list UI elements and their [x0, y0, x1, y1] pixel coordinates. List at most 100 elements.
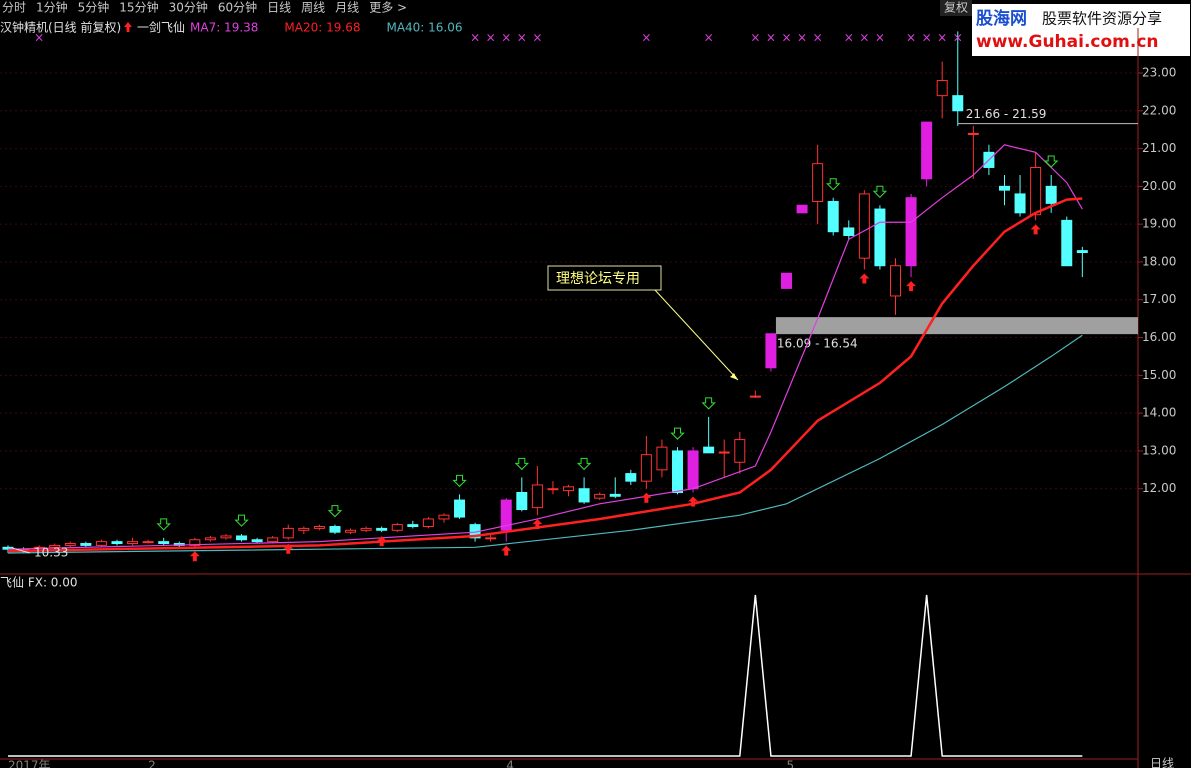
candle-body	[1045, 185, 1057, 204]
zone-label: 16.09 - 16.54	[777, 337, 858, 351]
candle-body	[843, 227, 855, 236]
toolbar: 分时 1分钟 5分钟 15分钟 30分钟 60分钟 日线 周线 月线 更多 >	[2, 0, 407, 15]
candle-body	[500, 499, 512, 531]
x-tick-label: 5	[787, 759, 795, 768]
candle-body	[267, 537, 279, 543]
down-signal	[452, 474, 467, 488]
candle-body	[749, 395, 761, 398]
top-mark: ×	[34, 31, 44, 45]
down-signal	[670, 427, 685, 440]
stock-name: 汉钟精机(日线 前复权)	[0, 20, 121, 35]
callout-box	[547, 265, 662, 291]
callout-arrow	[654, 289, 739, 381]
candle-body	[1014, 193, 1026, 214]
candle-body	[251, 539, 263, 543]
candle-body	[1030, 166, 1042, 216]
up-signal	[283, 543, 294, 554]
candle-body	[142, 541, 154, 544]
toolbar-tab[interactable]: 15分钟	[119, 0, 158, 15]
ma-legend: MA20: 19.68	[284, 21, 360, 35]
candle-body	[967, 132, 979, 135]
y-tick-label: 13.00	[1142, 443, 1176, 457]
down-signal	[514, 457, 530, 471]
candle-body	[827, 200, 839, 233]
candle-body	[64, 543, 76, 546]
candle-body	[921, 121, 933, 180]
candle-body	[656, 446, 668, 471]
candle-body	[49, 544, 61, 548]
toolbar-tab[interactable]: 日线	[267, 1, 291, 15]
up-signal	[501, 545, 512, 556]
fuquan-label: 复权	[944, 1, 968, 15]
price-zone	[775, 317, 1138, 335]
up-signal	[906, 281, 917, 292]
down-signal	[701, 397, 716, 410]
top-mark: ×	[859, 31, 869, 45]
candle-body	[454, 499, 466, 518]
candle-body	[127, 541, 139, 545]
candle-body	[282, 527, 294, 539]
up-signal	[688, 496, 699, 507]
candle-body	[734, 439, 746, 463]
candle-body	[1061, 219, 1073, 267]
candle-body	[189, 539, 201, 546]
top-mark: ×	[641, 31, 651, 45]
up-signal	[1030, 224, 1041, 235]
candle-body	[298, 527, 310, 531]
candle-body	[625, 473, 637, 482]
toolbar-tab[interactable]: 周线	[301, 1, 325, 15]
toolbar-tab[interactable]: 60分钟	[218, 0, 257, 15]
candle-body	[718, 451, 730, 454]
toolbar-tab[interactable]: 分时	[2, 1, 26, 15]
top-mark: ×	[486, 31, 496, 45]
candle-body	[858, 193, 870, 259]
callout-arrowhead	[730, 373, 738, 380]
top-mark: ×	[906, 31, 916, 45]
toolbar-tab[interactable]: 5分钟	[78, 0, 110, 15]
y-tick-label: 22.00	[1142, 103, 1176, 117]
up-signal	[859, 273, 870, 284]
candle-body	[531, 484, 543, 509]
y-tick-label: 12.00	[1142, 481, 1176, 495]
toolbar-tab[interactable]: 月线	[335, 1, 359, 15]
toolbar-tab[interactable]: 30分钟	[169, 0, 208, 15]
candle-body	[329, 526, 341, 533]
candle-body	[874, 208, 886, 267]
candle-body	[111, 541, 123, 545]
down-signal	[156, 518, 171, 531]
down-signal	[872, 185, 888, 198]
top-mark: ×	[813, 31, 823, 45]
candle-body	[95, 541, 107, 546]
ma-line	[7, 334, 1083, 554]
y-tick-label: 23.00	[1142, 65, 1176, 79]
logo-slogan: 股票软件资源分享	[1042, 10, 1162, 28]
candle-body	[422, 518, 434, 528]
fuquan-button[interactable]	[940, 0, 972, 16]
candle-body	[391, 524, 403, 531]
top-mark: ×	[517, 31, 527, 45]
up-signal	[532, 519, 543, 530]
down-signal	[826, 178, 841, 191]
low-label: 10.33	[34, 546, 68, 560]
candle-body	[672, 450, 684, 493]
candle-body	[407, 524, 419, 528]
candle-body	[360, 527, 372, 531]
x-tick-label: 2	[148, 759, 156, 768]
candle-body	[376, 527, 388, 531]
down-signal	[234, 514, 249, 527]
top-mark: ×	[844, 31, 854, 45]
toolbar-tab[interactable]: 1分钟	[36, 0, 68, 15]
indicator-label: 飞仙 FX: 0.00	[0, 576, 78, 590]
ma-legend: MA40: 16.06	[386, 21, 462, 35]
y-tick-label: 14.00	[1142, 406, 1176, 420]
candle-body	[485, 537, 497, 540]
toolbar-tab[interactable]: 更多 >	[369, 1, 407, 15]
y-tick-label: 15.00	[1142, 368, 1176, 382]
candle-body	[438, 514, 450, 520]
candle-body	[236, 535, 248, 541]
candle-body	[594, 493, 606, 499]
candle-body	[765, 333, 777, 369]
y-tick-label: 16.00	[1142, 330, 1176, 344]
